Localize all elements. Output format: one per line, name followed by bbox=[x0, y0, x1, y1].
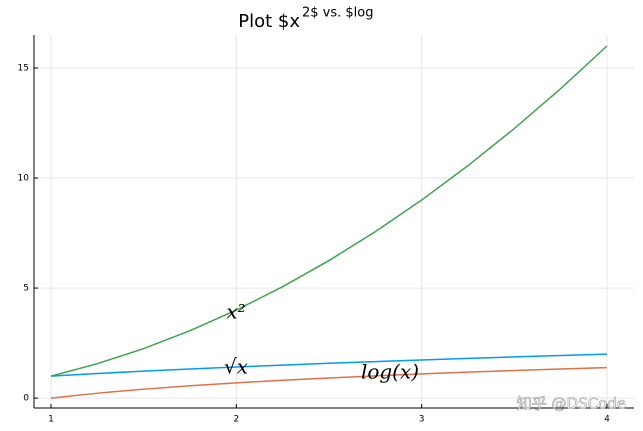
series-line bbox=[51, 353, 607, 377]
x-tick-label: 1 bbox=[48, 415, 54, 425]
y-tick-label: 15 bbox=[18, 64, 29, 74]
x-tick-label: 3 bbox=[419, 415, 425, 425]
annotation: √x bbox=[224, 355, 248, 379]
annotation: x² bbox=[226, 300, 245, 324]
chart-title-superscript: 2$ vs. $log bbox=[302, 6, 374, 21]
series-line bbox=[50, 45, 608, 377]
annotation: log(x) bbox=[361, 360, 419, 384]
y-tick-label: 0 bbox=[23, 394, 29, 404]
y-tick-label: 10 bbox=[18, 174, 30, 184]
y-tick-label: 5 bbox=[23, 284, 29, 294]
chart-title: Plot $x bbox=[238, 11, 300, 32]
x-tick-label: 2 bbox=[233, 415, 239, 425]
series-line bbox=[50, 366, 607, 399]
x-tick-label: 4 bbox=[604, 415, 610, 425]
watermark: 知乎 @DSCode bbox=[517, 395, 626, 413]
